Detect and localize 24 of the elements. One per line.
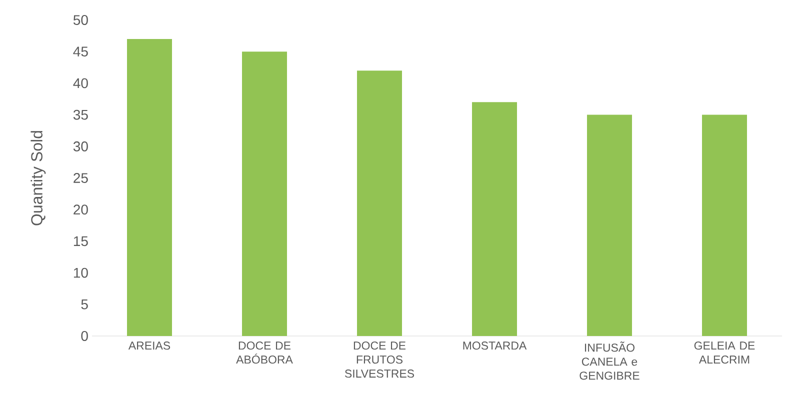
x-tick-label: GELEIA DE ALECRIM	[694, 342, 755, 364]
y-tick-label: 45	[73, 46, 88, 56]
x-tick-label: MOSTARDA	[463, 342, 527, 350]
x-tick-label: INFUSÃO CANELA e GENGIBRE	[580, 342, 640, 380]
x-tick-label: DOCE DE ABÓBORA	[236, 342, 293, 364]
x-tick-label: AREIAS	[128, 342, 170, 350]
y-tick-label: 10	[74, 268, 88, 278]
y-tick-label: 50	[73, 15, 88, 25]
y-tick-label: 5	[81, 300, 88, 310]
bar	[357, 70, 402, 336]
y-tick-label: 15	[74, 236, 88, 246]
y-tick-label: 35	[73, 110, 88, 120]
y-tick-label: 20	[74, 204, 88, 215]
y-tick-label: 30	[73, 141, 88, 152]
y-tick-label: 25	[74, 173, 88, 183]
y-tick-label: 0	[81, 331, 88, 341]
bar	[587, 114, 632, 336]
x-tick-label: DOCE DE FRUTOS SILVESTRES	[344, 342, 414, 378]
bar	[127, 38, 172, 336]
y-tick-label: 40	[73, 78, 88, 88]
bar	[472, 102, 517, 336]
y-axis-title: Quantity Sold	[30, 131, 46, 226]
bar	[242, 52, 287, 336]
bar	[702, 114, 747, 336]
